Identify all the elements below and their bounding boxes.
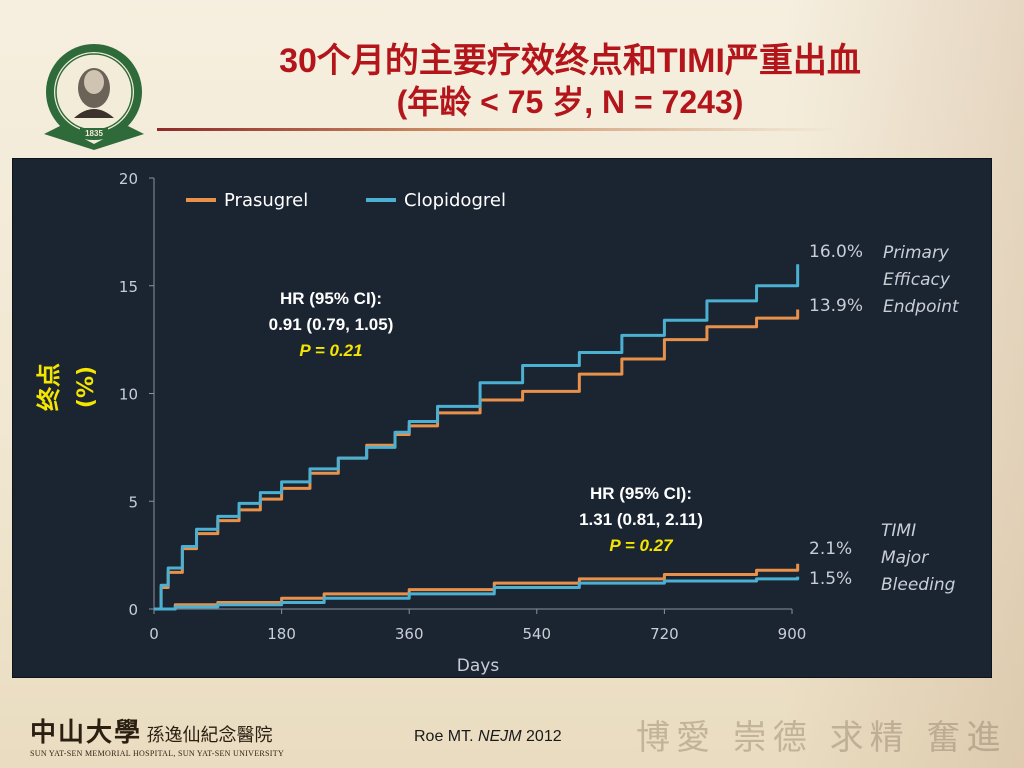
seal-year: 1835 xyxy=(85,129,103,138)
title-divider-fade xyxy=(437,128,837,131)
x-tick-label: 900 xyxy=(778,625,807,643)
y-axis-label-line2: (%) xyxy=(74,366,99,408)
motto-watermark: 博愛 崇德 求精 奮進 xyxy=(636,718,1007,758)
end-value-label: 16.0% xyxy=(809,242,863,262)
y-axis-label-line1: 终点 xyxy=(35,363,63,411)
x-tick-label: 720 xyxy=(650,625,679,643)
hr-label: HR (95% CI): xyxy=(590,484,692,503)
footer-logo-hospital: 孫逸仙紀念醫院 xyxy=(146,725,273,746)
y-tick-label: 10 xyxy=(119,386,138,404)
endpoint-label-line: Primary xyxy=(883,243,950,263)
series-line-prasugrel-0 xyxy=(154,309,800,611)
endpoint-label-line: TIMI xyxy=(881,521,916,541)
p-value: P = 0.21 xyxy=(299,341,362,360)
citation: Roe MT. NEJM 2012 xyxy=(414,728,562,746)
legend-label-clopidogrel: Clopidogrel xyxy=(404,190,506,211)
x-axis-label: Days xyxy=(457,656,500,676)
km-chart: 0 5 10 15 20 0 180 360 540 720 900 Days 终点 (%) Prasugr… xyxy=(35,170,960,676)
series-line-clopidogrel-1 xyxy=(154,264,800,611)
y-tick-label: 15 xyxy=(119,278,138,296)
y-tick-label: 0 xyxy=(128,601,138,619)
citation-journal: NEJM xyxy=(478,728,522,745)
hospital-seal-logo: 1835 xyxy=(44,44,144,150)
endpoint-label-line: Endpoint xyxy=(883,297,960,317)
x-tick-label: 540 xyxy=(522,625,551,643)
series-line-prasugrel-2 xyxy=(154,563,800,611)
title-line-1: 30个月的主要疗效终点和TIMI严重出血 xyxy=(279,42,861,80)
y-tick-label: 20 xyxy=(119,170,138,188)
footer-hospital-logo: 中山大學 孫逸仙紀念醫院 SUN YAT-SEN MEMORIAL HOSPIT… xyxy=(30,712,300,758)
hr-ci-value: 0.91 (0.79, 1.05) xyxy=(269,315,394,334)
endpoint-label-line: Major xyxy=(881,548,929,568)
footer-logo-english: SUN YAT-SEN MEMORIAL HOSPITAL, SUN YAT-S… xyxy=(30,749,285,758)
slide-title: 30个月的主要疗效终点和TIMI严重出血 (年龄 < 75 岁, N = 724… xyxy=(150,40,990,122)
p-value: P = 0.27 xyxy=(609,536,674,555)
end-value-label: 1.5% xyxy=(809,569,852,589)
endpoint-label-line: Bleeding xyxy=(881,575,956,595)
x-tick-label: 180 xyxy=(267,625,296,643)
end-value-label: 2.1% xyxy=(809,539,852,559)
title-divider xyxy=(157,128,437,131)
end-value-label: 13.9% xyxy=(809,296,863,316)
endpoint-label-line: Efficacy xyxy=(883,270,951,290)
footer-logo-university: 中山大學 xyxy=(30,718,143,748)
y-tick-label: 5 xyxy=(128,493,138,511)
series-line-clopidogrel-3 xyxy=(154,576,800,611)
citation-author: Roe MT. xyxy=(414,728,479,745)
hr-ci-value: 1.31 (0.81, 2.11) xyxy=(579,510,703,529)
hr-label: HR (95% CI): xyxy=(280,289,382,308)
x-tick-label: 0 xyxy=(149,625,159,643)
citation-year: 2012 xyxy=(521,728,562,745)
legend-label-prasugrel: Prasugrel xyxy=(224,190,308,211)
x-tick-label: 360 xyxy=(395,625,424,643)
title-line-2: (年龄 < 75 岁, N = 7243) xyxy=(396,84,744,120)
chart-panel: 0 5 10 15 20 0 180 360 540 720 900 Days 终点 (%) Prasugr… xyxy=(12,158,992,678)
